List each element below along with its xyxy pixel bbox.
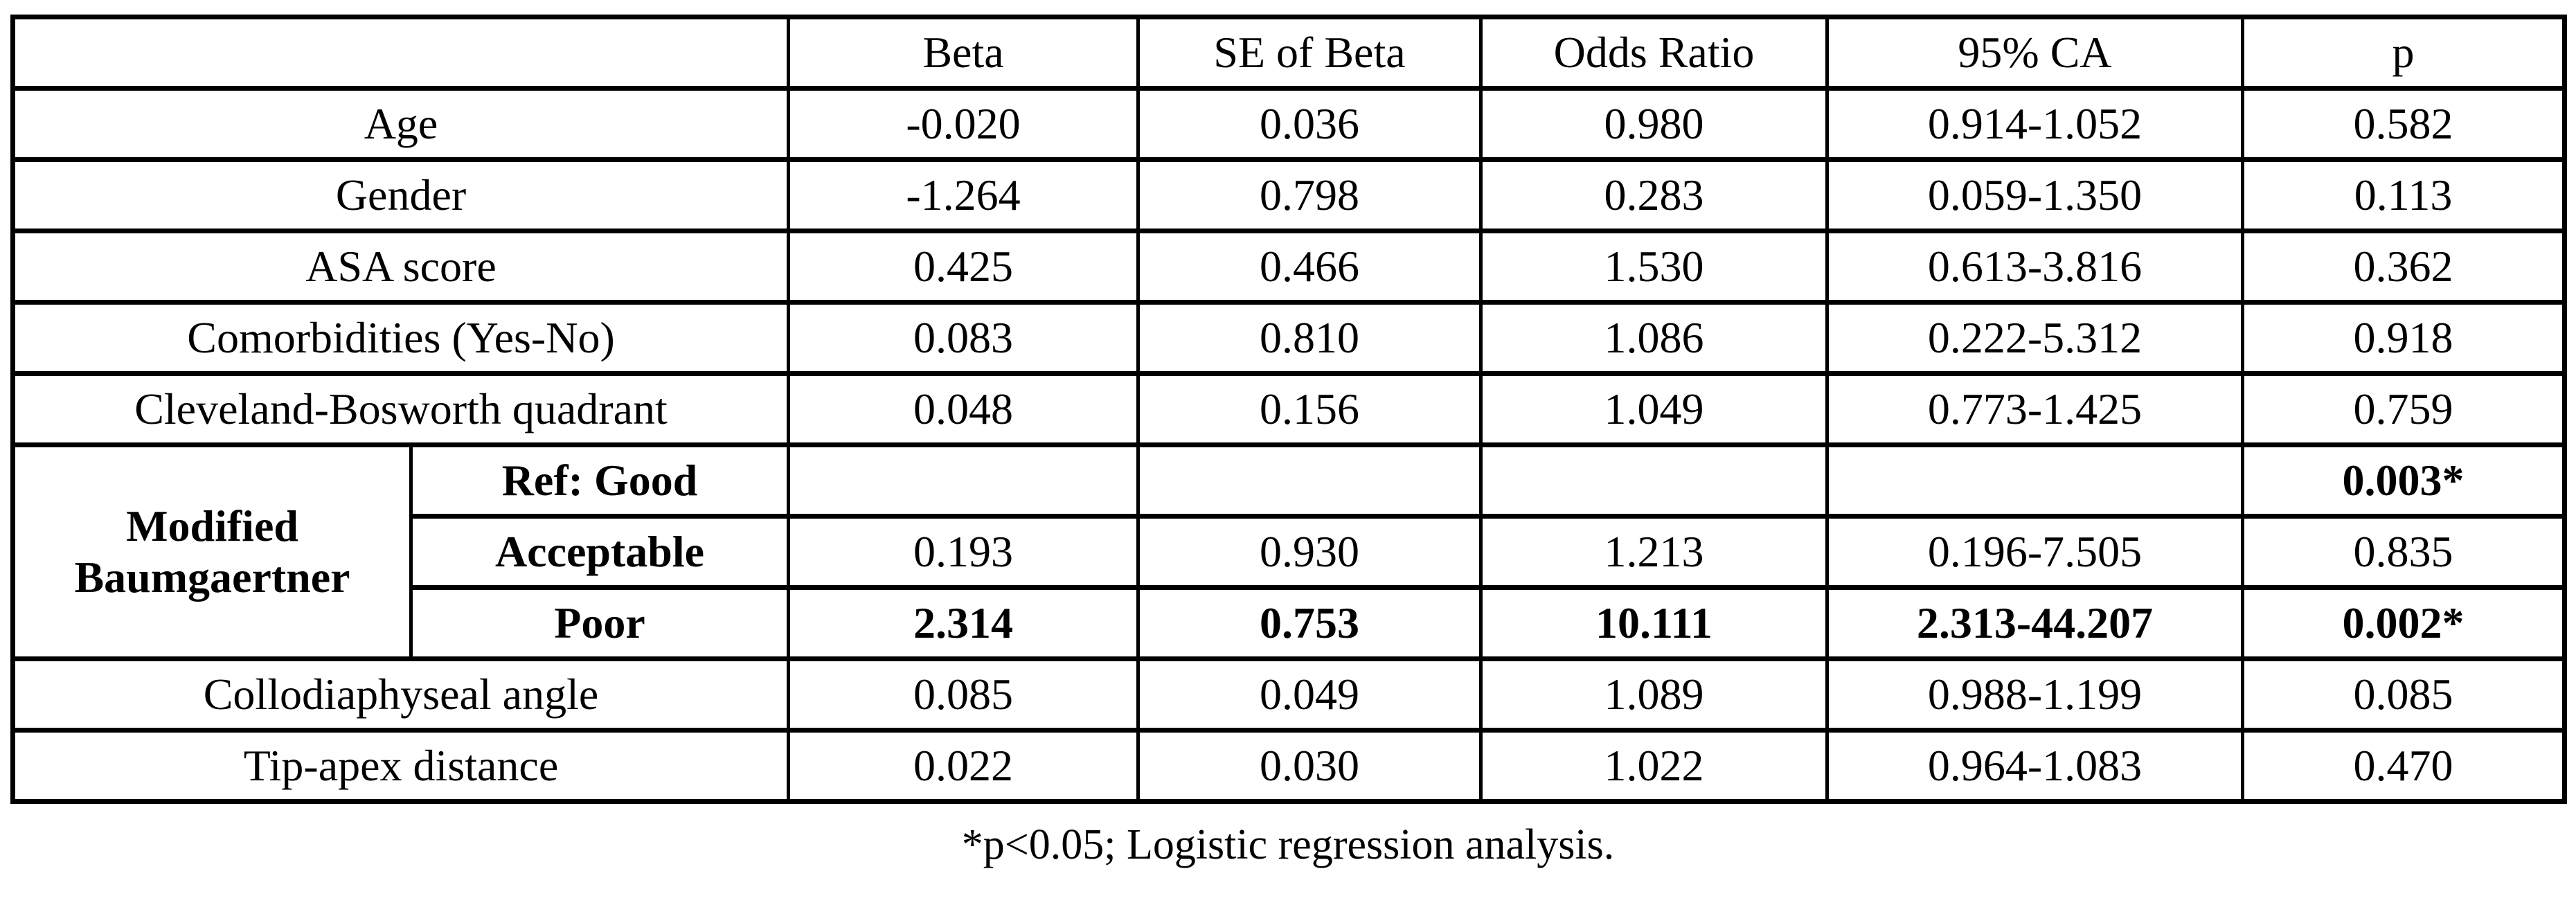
row-comorbidities: Comorbidities (Yes-No) 0.083 0.810 1.086…: [11, 300, 2566, 376]
cell-gender-p: 0.113: [2241, 157, 2566, 233]
cell-asa-beta: 0.425: [787, 228, 1140, 305]
row-label-collodiaphyseal-angle: Collodiaphyseal angle: [11, 656, 790, 733]
row-gender: Gender -1.264 0.798 0.283 0.059-1.350 0.…: [11, 157, 2566, 233]
header-se-of-beta: SE of Beta: [1136, 15, 1483, 91]
cell-collodiaphyseal-se: 0.049: [1136, 656, 1483, 733]
cell-ref-good-or: [1479, 442, 1829, 519]
cell-poor-ci: 2.313-44.207: [1825, 585, 2244, 661]
cell-acceptable-p: 0.835: [2241, 514, 2566, 590]
cell-tip-apex-se: 0.030: [1136, 728, 1483, 804]
header-95-ca: 95% CA: [1825, 15, 2244, 91]
row-collodiaphyseal-angle: Collodiaphyseal angle 0.085 0.049 1.089 …: [11, 656, 2566, 733]
cell-acceptable-se: 0.930: [1136, 514, 1483, 590]
cell-cleveland-beta: 0.048: [787, 371, 1140, 447]
cell-comorbidities-p: 0.918: [2241, 300, 2566, 376]
cell-cleveland-se: 0.156: [1136, 371, 1483, 447]
cell-tip-apex-beta: 0.022: [787, 728, 1140, 804]
row-sublabel-ref-good: Ref: Good: [409, 442, 790, 519]
row-sublabel-acceptable: Acceptable: [409, 514, 790, 590]
header-empty-cell: [11, 15, 790, 91]
cell-asa-ci: 0.613-3.816: [1825, 228, 2244, 305]
cell-asa-se: 0.466: [1136, 228, 1483, 305]
cell-gender-ci: 0.059-1.350: [1825, 157, 2244, 233]
cell-asa-or: 1.530: [1479, 228, 1829, 305]
cell-age-p: 0.582: [2241, 86, 2566, 162]
row-label-age: Age: [11, 86, 790, 162]
cell-tip-apex-ci: 0.964-1.083: [1825, 728, 2244, 804]
cell-age-beta: -0.020: [787, 86, 1140, 162]
cell-ref-good-p: 0.003*: [2241, 442, 2566, 519]
cell-collodiaphyseal-or: 1.089: [1479, 656, 1829, 733]
group-label-line2: Baumgaertner: [74, 553, 350, 602]
row-baumgaertner-poor: Poor 2.314 0.753 10.111 2.313-44.207 0.0…: [13, 585, 2566, 661]
cell-cleveland-ci: 0.773-1.425: [1825, 371, 2244, 447]
logistic-regression-table: Beta SE of Beta Odds Ratio 95% CA p Age …: [10, 15, 2567, 804]
cell-age-se: 0.036: [1136, 86, 1483, 162]
cell-poor-beta: 2.314: [787, 585, 1140, 661]
cell-cleveland-p: 0.759: [2241, 371, 2566, 447]
cell-comorbidities-se: 0.810: [1136, 300, 1483, 376]
row-label-gender: Gender: [11, 157, 790, 233]
row-label-cleveland-bosworth: Cleveland-Bosworth quadrant: [11, 371, 790, 447]
cell-acceptable-or: 1.213: [1479, 514, 1829, 590]
group-label-line1: Modified: [126, 501, 298, 551]
row-label-comorbidities: Comorbidities (Yes-No): [11, 300, 790, 376]
cell-gender-or: 0.283: [1479, 157, 1829, 233]
cell-gender-beta: -1.264: [787, 157, 1140, 233]
cell-comorbidities-ci: 0.222-5.312: [1825, 300, 2244, 376]
cell-collodiaphyseal-p: 0.085: [2241, 656, 2566, 733]
cell-poor-p: 0.002*: [2241, 585, 2566, 661]
cell-acceptable-beta: 0.193: [787, 514, 1140, 590]
cell-tip-apex-p: 0.470: [2241, 728, 2566, 804]
cell-cleveland-or: 1.049: [1479, 371, 1829, 447]
cell-ref-good-beta: [787, 442, 1140, 519]
header-p: p: [2241, 15, 2566, 91]
table-footnote: *p<0.05; Logistic regression analysis.: [961, 821, 1615, 868]
cell-ref-good-ci: [1825, 442, 2244, 519]
row-baumgaertner-ref-good: Modified Baumgaertner Ref: Good 0.003*: [11, 442, 2566, 661]
cell-acceptable-ci: 0.196-7.505: [1825, 514, 2244, 590]
header-row: Beta SE of Beta Odds Ratio 95% CA p: [11, 15, 2566, 91]
cell-ref-good-se: [1136, 442, 1483, 519]
row-tip-apex-distance: Tip-apex distance 0.022 0.030 1.022 0.96…: [11, 728, 2566, 804]
cell-collodiaphyseal-ci: 0.988-1.199: [1825, 656, 2244, 733]
row-label-modified-baumgaertner: Modified Baumgaertner: [11, 442, 413, 661]
row-age: Age -0.020 0.036 0.980 0.914-1.052 0.582: [11, 86, 2566, 162]
row-label-asa-score: ASA score: [11, 228, 790, 305]
row-baumgaertner-acceptable: Acceptable 0.193 0.930 1.213 0.196-7.505…: [13, 514, 2566, 590]
cell-poor-se: 0.753: [1136, 585, 1483, 661]
cell-poor-or: 10.111: [1479, 585, 1829, 661]
header-odds-ratio: Odds Ratio: [1479, 15, 1829, 91]
cell-comorbidities-or: 1.086: [1479, 300, 1829, 376]
cell-collodiaphyseal-beta: 0.085: [787, 656, 1140, 733]
header-beta: Beta: [787, 15, 1140, 91]
row-sublabel-poor: Poor: [409, 585, 790, 661]
row-label-tip-apex-distance: Tip-apex distance: [11, 728, 790, 804]
cell-tip-apex-or: 1.022: [1479, 728, 1829, 804]
row-cleveland-bosworth: Cleveland-Bosworth quadrant 0.048 0.156 …: [11, 371, 2566, 447]
row-asa-score: ASA score 0.425 0.466 1.530 0.613-3.816 …: [11, 228, 2566, 305]
cell-age-or: 0.980: [1479, 86, 1829, 162]
cell-asa-p: 0.362: [2241, 228, 2566, 305]
cell-gender-se: 0.798: [1136, 157, 1483, 233]
cell-comorbidities-beta: 0.083: [787, 300, 1140, 376]
cell-age-ci: 0.914-1.052: [1825, 86, 2244, 162]
